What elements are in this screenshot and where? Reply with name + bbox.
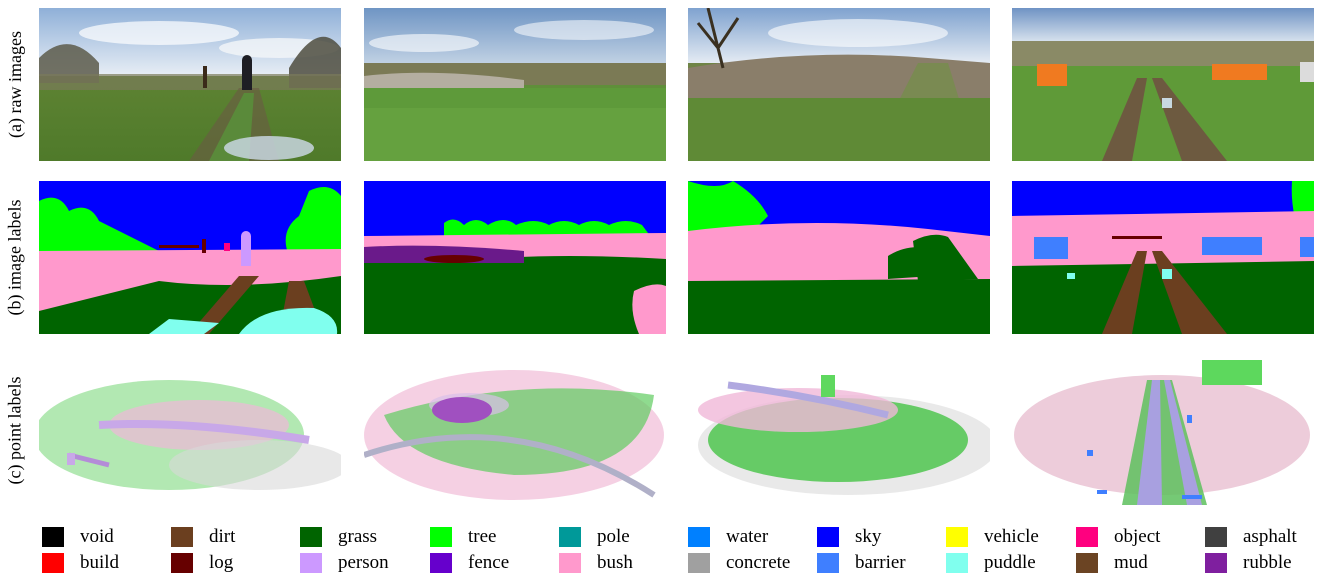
legend-swatch xyxy=(817,527,839,547)
legend-swatch xyxy=(42,553,64,573)
legend-label: barrier xyxy=(855,552,906,573)
row-label-text: (a) raw images xyxy=(4,31,25,138)
row-label-point-labels: (c) point labels xyxy=(0,355,30,505)
legend-label: vehicle xyxy=(984,526,1039,547)
legend-item: rubble xyxy=(1205,551,1292,575)
legend-label: asphalt xyxy=(1243,526,1297,547)
legend-swatch xyxy=(559,553,581,573)
legend-item: vehicle xyxy=(946,525,1039,549)
legend-swatch xyxy=(1076,527,1098,547)
legend-swatch xyxy=(946,527,968,547)
legend-swatch xyxy=(171,527,193,547)
point-label-1 xyxy=(39,355,341,505)
raw-image-3 xyxy=(688,8,990,161)
point-label-3 xyxy=(688,355,990,505)
legend-label: mud xyxy=(1114,552,1148,573)
legend-item: puddle xyxy=(946,551,1036,575)
legend-swatch xyxy=(1205,527,1227,547)
image-label-4 xyxy=(1012,181,1314,334)
legend-item: log xyxy=(171,551,233,575)
row-label-image-labels: (b) image labels xyxy=(0,181,30,334)
legend-item: sky xyxy=(817,525,881,549)
legend-item: dirt xyxy=(171,525,235,549)
legend-label: bush xyxy=(597,552,633,573)
legend-item: water xyxy=(688,525,768,549)
legend-swatch xyxy=(171,553,193,573)
legend-label: grass xyxy=(338,526,378,547)
legend-label: person xyxy=(338,552,389,573)
image-label-1 xyxy=(39,181,341,334)
point-label-2 xyxy=(364,355,666,505)
legend-swatch xyxy=(430,527,452,547)
legend-item: object xyxy=(1076,525,1160,549)
raw-image-2 xyxy=(364,8,666,161)
legend-swatch xyxy=(817,553,839,573)
row-label-text: (c) point labels xyxy=(4,376,25,484)
legend-label: log xyxy=(209,552,234,573)
legend-label: puddle xyxy=(984,552,1036,573)
row-label-text: (b) image labels xyxy=(4,199,25,316)
legend-label: dirt xyxy=(209,526,236,547)
legend-item: bush xyxy=(559,551,633,575)
legend-swatch xyxy=(300,527,322,547)
legend-item: person xyxy=(300,551,389,575)
legend-label: build xyxy=(80,552,120,573)
legend-item: void xyxy=(42,525,114,549)
legend-swatch xyxy=(300,553,322,573)
legend-label: pole xyxy=(597,526,630,547)
legend-item: asphalt xyxy=(1205,525,1297,549)
legend-swatch xyxy=(430,553,452,573)
raw-image-4 xyxy=(1012,8,1314,161)
legend-item: barrier xyxy=(817,551,906,575)
legend-swatch xyxy=(559,527,581,547)
legend-swatch xyxy=(688,553,710,573)
image-label-3 xyxy=(688,181,990,334)
legend-item: concrete xyxy=(688,551,790,575)
legend-swatch xyxy=(688,527,710,547)
legend-item: grass xyxy=(300,525,377,549)
legend-item: fence xyxy=(430,551,509,575)
legend-item: build xyxy=(42,551,119,575)
legend-label: water xyxy=(726,526,769,547)
legend-label: object xyxy=(1114,526,1161,547)
legend-label: void xyxy=(80,526,114,547)
legend-swatch xyxy=(1205,553,1227,573)
legend-item: pole xyxy=(559,525,630,549)
legend-swatch xyxy=(946,553,968,573)
legend-label: tree xyxy=(468,526,497,547)
legend-swatch xyxy=(1076,553,1098,573)
row-label-raw-images: (a) raw images xyxy=(0,8,30,161)
raw-image-1 xyxy=(39,8,341,161)
legend-label: sky xyxy=(855,526,882,547)
legend-label: rubble xyxy=(1243,552,1292,573)
legend-label: concrete xyxy=(726,552,791,573)
legend-label: fence xyxy=(468,552,510,573)
point-label-4 xyxy=(1012,355,1314,505)
legend-swatch xyxy=(42,527,64,547)
legend-item: tree xyxy=(430,525,496,549)
legend-item: mud xyxy=(1076,551,1148,575)
image-label-2 xyxy=(364,181,666,334)
